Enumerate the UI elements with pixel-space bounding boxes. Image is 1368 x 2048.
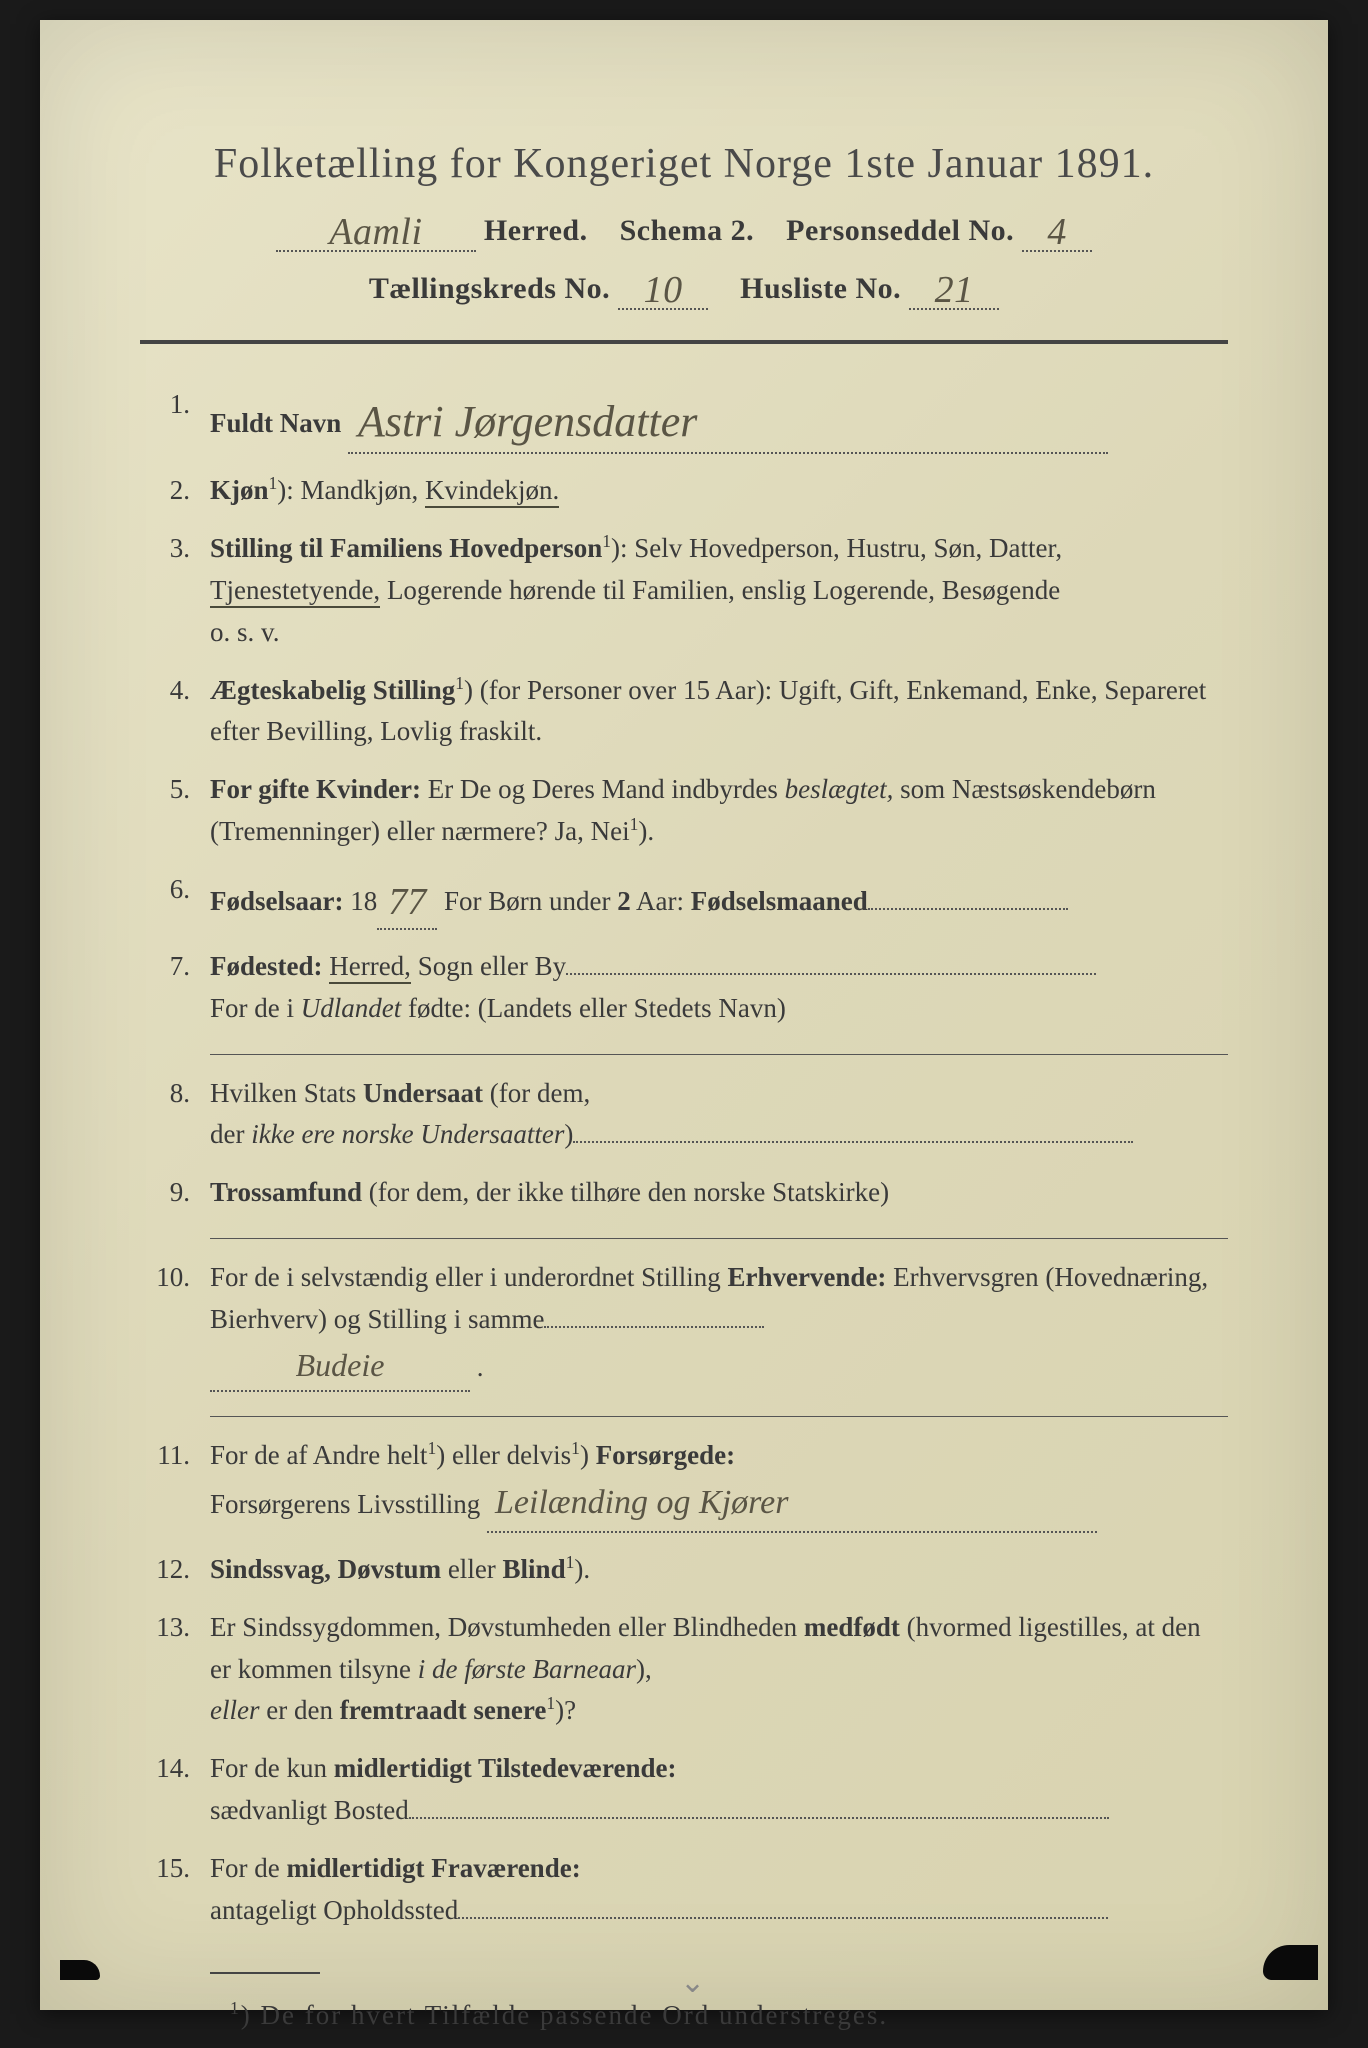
form-title: Folketælling for Kongeriget Norge 1ste J… xyxy=(140,140,1228,188)
herred-label: Herred. xyxy=(484,214,588,247)
item-2: 2. Kjøn1): Mandkjøn, Kvindekjøn. xyxy=(140,470,1228,512)
personseddel-value: 4 xyxy=(1047,211,1067,253)
item-15: 15. For de midlertidigt Fraværende: anta… xyxy=(140,1848,1228,1932)
footnote: 1) De for hvert Tilfælde passende Ord un… xyxy=(230,1998,1228,2031)
divider-1 xyxy=(210,1054,1228,1055)
divider-2 xyxy=(210,1238,1228,1239)
divider-footnote xyxy=(210,1972,320,1974)
header-row-2: Tællingskreds No. 10 Husliste No. 21 xyxy=(140,264,1228,310)
item-13: 13. Er Sindssygdommen, Døvstumheden elle… xyxy=(140,1607,1228,1733)
item-9: 9. Trossamfund (for dem, der ikke tilhør… xyxy=(140,1172,1228,1214)
schema-label: Schema 2. xyxy=(620,214,755,247)
provider-value: Leilænding og Kjører xyxy=(495,1484,788,1521)
birthyear-value: 77 xyxy=(388,881,426,923)
paper-fold-mark: ⌄ xyxy=(680,1965,730,1985)
personseddel-label: Personseddel No. xyxy=(786,214,1014,247)
item-12: 12. Sindssvag, Døvstum eller Blind1). xyxy=(140,1549,1228,1591)
name-value: Astri Jørgensdatter xyxy=(358,397,697,446)
occupation-value: Budeie xyxy=(296,1347,385,1383)
divider-3 xyxy=(210,1416,1228,1417)
item-5: 5. For gifte Kvinder: Er De og Deres Man… xyxy=(140,769,1228,853)
item-11: 11. For de af Andre helt1) eller delvis1… xyxy=(140,1435,1228,1533)
item-1: 1. Fuldt Navn Astri Jørgensdatter xyxy=(140,384,1228,454)
item-14: 14. For de kun midlertidigt Tilstedevære… xyxy=(140,1748,1228,1832)
divider-top xyxy=(140,340,1228,344)
item-10: 10. For de i selvstændig eller i underor… xyxy=(140,1257,1228,1392)
item-6: 6. Fødselsaar: 1877 For Børn under 2 Aar… xyxy=(140,869,1228,930)
item-8: 8. Hvilken Stats Undersaat (for dem, der… xyxy=(140,1073,1228,1157)
paper-tear-right xyxy=(1263,1945,1318,1980)
item-7: 7. Fødested: Herred, Sogn eller By For d… xyxy=(140,946,1228,1030)
kreds-label: Tællingskreds No. xyxy=(369,272,610,305)
form-header: Folketælling for Kongeriget Norge 1ste J… xyxy=(140,140,1228,310)
item-4: 4. Ægteskabelig Stilling1) (for Personer… xyxy=(140,670,1228,754)
husliste-label: Husliste No. xyxy=(740,272,901,305)
census-form-page: Folketælling for Kongeriget Norge 1ste J… xyxy=(40,20,1328,2010)
form-items: 1. Fuldt Navn Astri Jørgensdatter 2. Kjø… xyxy=(140,384,1228,1932)
item-3: 3. Stilling til Familiens Hovedperson1):… xyxy=(140,528,1228,654)
paper-tear-left xyxy=(60,1960,100,1980)
header-row-1: Aamli Herred. Schema 2. Personseddel No.… xyxy=(140,206,1228,252)
kreds-value: 10 xyxy=(644,269,683,311)
husliste-value: 21 xyxy=(935,269,974,311)
herred-value: Aamli xyxy=(329,211,422,253)
